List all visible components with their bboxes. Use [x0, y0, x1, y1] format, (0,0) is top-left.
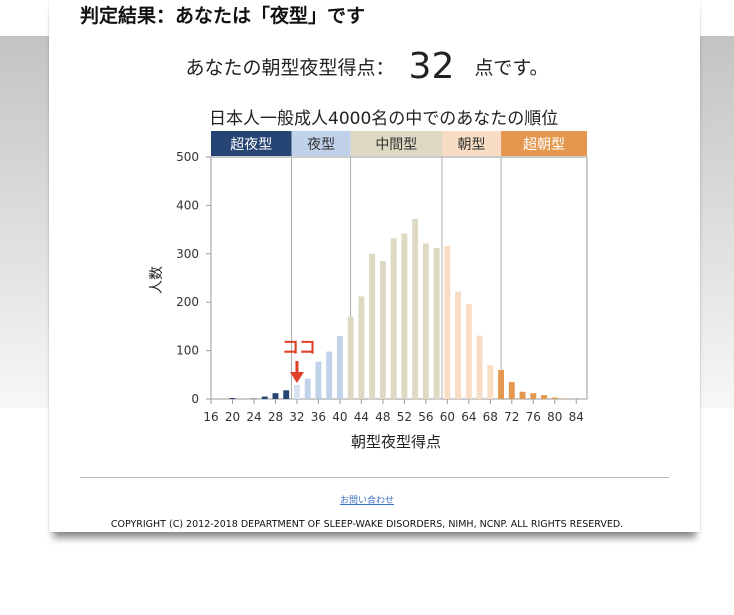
bar-70: [498, 369, 505, 399]
y-tick-label: 100: [176, 344, 199, 358]
score-line: あなたの朝型夜型得点： 32 点です。: [0, 46, 734, 87]
category-band: 超夜型 夜型 中間型 朝型 超朝型: [211, 131, 587, 156]
bar-66: [476, 335, 483, 399]
x-axis-label: 朝型夜型得点: [351, 433, 441, 451]
bar-40: [336, 336, 343, 399]
distribution-chart: 超夜型 夜型 中間型 朝型 超朝型 0 100 200 300 400 500 16 20 24 28 3…: [149, 131, 588, 451]
y-tick-label: 500: [176, 150, 199, 164]
bar-48: [379, 261, 386, 399]
category-label: 中間型: [375, 137, 417, 153]
x-tick-label: 16: [203, 410, 218, 424]
x-tick-label: 36: [311, 410, 326, 424]
bar-20: [229, 398, 236, 399]
y-tick-label: 200: [176, 295, 199, 309]
y-axis: 0 100 200 300 400 500: [176, 150, 211, 406]
bar-54: [412, 218, 419, 399]
category-label: 超朝型: [523, 137, 565, 153]
x-tick-label: 52: [397, 410, 412, 424]
x-tick-label: 64: [461, 410, 476, 424]
bar-30: [283, 390, 290, 399]
bar-38: [326, 351, 333, 399]
x-tick-label: 60: [440, 410, 455, 424]
y-axis-label: 人数: [149, 266, 165, 294]
bar-32: [293, 384, 300, 399]
bar-42: [347, 316, 354, 399]
y-tick-label: 400: [176, 198, 199, 212]
chart-title: 日本人一般成人4000名の中でのあなたの順位: [209, 109, 559, 129]
x-axis: 16 20 24 28 32 36 40 44 48 52 56 60 64 68 72 76 80 84: [203, 399, 584, 424]
bar-52: [401, 233, 408, 399]
bar-26: [261, 396, 268, 399]
bar-78: [541, 395, 547, 399]
bar-56: [422, 243, 429, 399]
x-tick-label: 20: [225, 410, 240, 424]
x-tick-label: 28: [268, 410, 283, 424]
category-band-4: [501, 131, 587, 156]
category-label: 朝型: [458, 137, 486, 153]
x-tick-label: 48: [375, 410, 390, 424]
x-tick-label: 32: [289, 410, 304, 424]
x-tick-label: 56: [418, 410, 433, 424]
contact-link[interactable]: お問い合わせ: [339, 496, 394, 506]
bar-62: [455, 291, 462, 399]
copyright-text: COPYRIGHT (C) 2012-2018 DEPARTMENT OF SL…: [110, 519, 624, 530]
bar-76: [530, 393, 537, 399]
score-value: 32: [408, 46, 455, 87]
bar-60: [444, 246, 451, 399]
bar-68: [487, 365, 494, 399]
plot-frame: [210, 156, 588, 400]
score-suffix: 点です。: [474, 57, 549, 79]
x-tick-label: 72: [504, 410, 519, 424]
score-marker: ココ: [282, 338, 316, 383]
score-prefix: あなたの朝型夜型得点：: [185, 57, 395, 79]
marker-arrow-head: [289, 372, 304, 383]
marker-label: ココ: [282, 338, 316, 358]
bar-72: [508, 382, 515, 399]
x-tick-label: 40: [332, 410, 347, 424]
bar-80: [551, 397, 558, 399]
y-tick-label: 300: [176, 247, 199, 261]
category-label: 夜型: [307, 137, 335, 153]
x-tick-label: 24: [246, 410, 261, 424]
category-band-3: [441, 131, 502, 156]
category-band-2: [350, 131, 442, 156]
y-tick-label: 0: [191, 392, 199, 406]
x-tick-label: 80: [547, 410, 562, 424]
bars: [218, 218, 580, 400]
category-label: 超夜型: [230, 137, 272, 153]
x-tick-label: 76: [526, 410, 541, 424]
x-tick-label: 68: [483, 410, 498, 424]
bar-58: [433, 247, 440, 399]
footer-divider: [80, 477, 669, 478]
category-band-0: [211, 131, 292, 156]
bar-28: [272, 393, 279, 399]
bar-50: [390, 238, 397, 399]
bar-34: [304, 378, 311, 399]
bar-74: [519, 391, 526, 399]
x-tick-label: 84: [569, 410, 584, 424]
bar-36: [315, 361, 322, 399]
result-title: 判定結果：あなたは「夜型」です: [80, 5, 366, 27]
category-band-1: [291, 131, 351, 156]
bar-44: [358, 296, 365, 399]
x-tick-label: 44: [354, 410, 369, 424]
bar-46: [369, 253, 376, 399]
bar-64: [465, 304, 472, 399]
